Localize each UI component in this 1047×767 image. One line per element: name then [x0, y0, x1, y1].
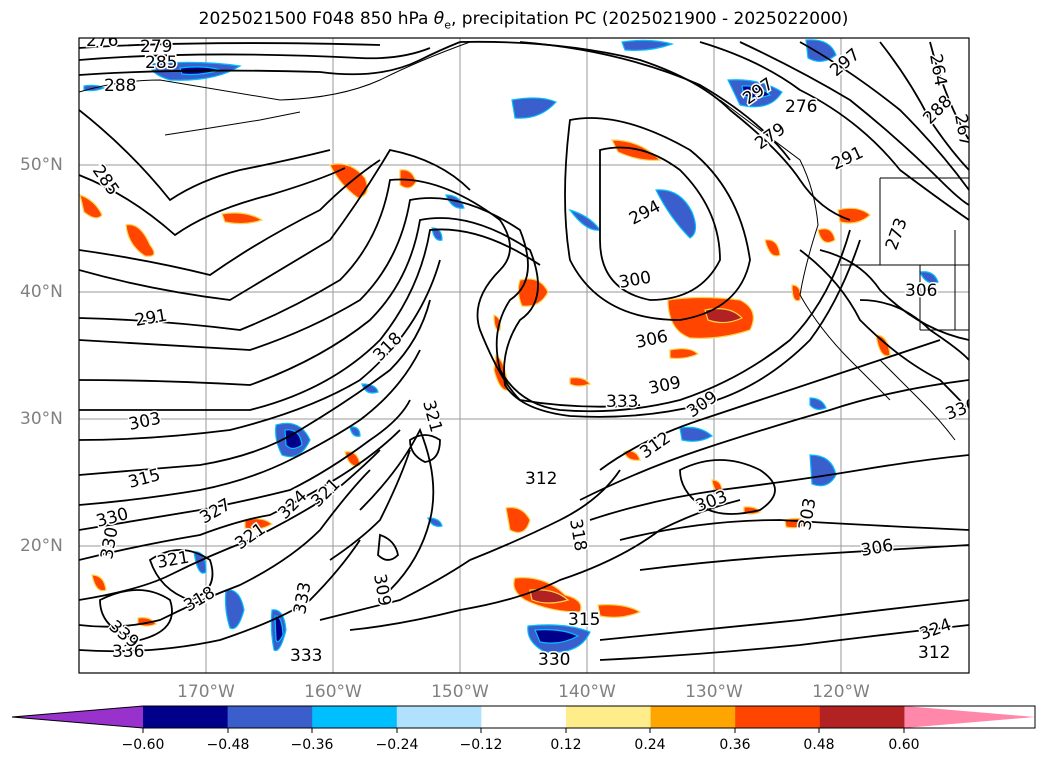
contour-label: 330	[538, 650, 570, 670]
contour-label: 336	[112, 642, 144, 662]
lon-label-130w: 130°W	[685, 682, 743, 702]
contour-label: 279	[140, 37, 172, 57]
lat-label-30n: 30°N	[20, 409, 63, 429]
colorbar-segment	[227, 706, 313, 728]
precip-positive	[79, 139, 891, 627]
lon-label-140w: 140°W	[558, 682, 616, 702]
colorbar-tick-label: 0.12	[550, 737, 582, 753]
contour-label: 333	[290, 646, 322, 666]
colorbar-segment	[735, 706, 821, 728]
title-theta-sub: e	[444, 18, 451, 32]
title-prefix: 2025021500 F048 850 hPa	[198, 9, 434, 29]
contour-label: 312	[525, 469, 557, 489]
colorbar-tick-label: 0.60	[888, 737, 920, 753]
colorbar-tick-label: −0.60	[121, 737, 165, 753]
map-frame	[78, 37, 970, 674]
colorbar-tick-label: 0.48	[803, 737, 835, 753]
lat-label-40n: 40°N	[20, 282, 63, 302]
colorbar	[11, 705, 1036, 733]
lon-label-170w: 170°W	[177, 682, 235, 702]
lon-label-160w: 160°W	[304, 682, 362, 702]
contour-label: 333	[606, 392, 638, 412]
contour-label: 333	[290, 580, 315, 615]
colorbar-segment	[312, 706, 398, 728]
colorbar-tick-label: 0.36	[719, 737, 751, 753]
contour-label: 315	[568, 610, 600, 630]
map-content: 276 2792852882852913033153303303273213183…	[79, 31, 969, 673]
colorbar-outline	[11, 705, 1036, 729]
colorbar-segment	[143, 706, 229, 728]
contour-label: 303	[127, 409, 163, 435]
coastline	[79, 41, 969, 441]
map-background	[79, 38, 969, 673]
colorbar-tick-label: −0.24	[375, 737, 419, 753]
colorbar-segment	[819, 706, 905, 728]
contour-label: 285	[145, 53, 177, 73]
colorbar-extend-high	[904, 706, 1035, 728]
contour-label: 288	[104, 76, 136, 96]
map-title: 2025021500 F048 850 hPa θe, precipitatio…	[0, 9, 1047, 31]
lat-label-50n: 50°N	[20, 155, 63, 175]
theta-e-contours	[79, 40, 969, 661]
colorbar-tick-label: −0.36	[290, 737, 334, 753]
colorbar-ticks	[142, 728, 905, 733]
lat-label-20n: 20°N	[20, 536, 63, 556]
colorbar-tick-label: −0.12	[459, 737, 503, 753]
contour-label: 312	[918, 643, 950, 663]
colorbar-extend-low	[12, 706, 143, 728]
title-suffix: , precipitation PC (2025021900 - 2025022…	[450, 9, 849, 29]
lon-label-120w: 120°W	[812, 682, 870, 702]
colorbar-segment	[650, 706, 736, 728]
contour-label: 276	[785, 97, 817, 117]
colorbar-tick-label: 0.24	[634, 737, 666, 753]
precip-negative	[83, 39, 939, 653]
colorbar-segment	[481, 706, 567, 728]
colorbar-segment	[396, 706, 482, 728]
colorbar-segments	[11, 705, 1036, 729]
title-theta: θ	[433, 9, 445, 29]
contour-label: 306	[905, 281, 937, 301]
contour-label: 276	[86, 31, 118, 51]
colorbar-segment	[566, 706, 652, 728]
contour-label: 264	[925, 52, 950, 87]
lon-label-150w: 150°W	[431, 682, 489, 702]
colorbar-tick-label: −0.48	[206, 737, 250, 753]
